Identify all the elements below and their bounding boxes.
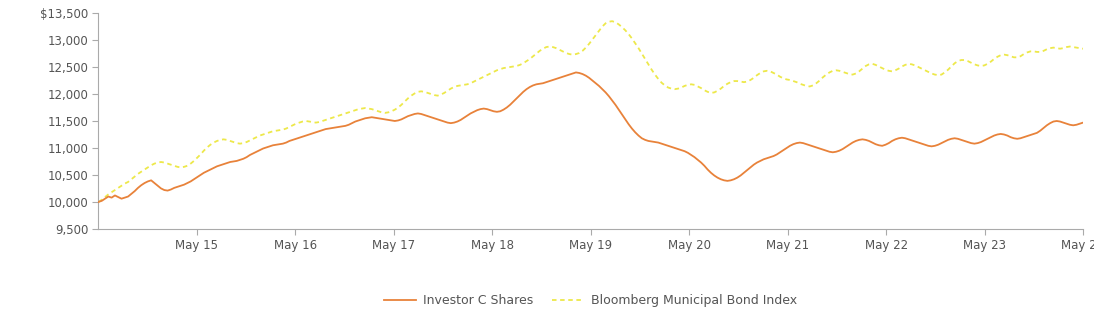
Bloomberg Municipal Bond Index — [678, 84, 691, 88]
Legend: Investor C Shares, Bloomberg Municipal Bond Index: Investor C Shares, Bloomberg Municipal B… — [380, 289, 802, 312]
Bloomberg Municipal Bond Index — [698, 88, 711, 92]
Investor C Shares — [698, 164, 711, 168]
Investor C Shares — [569, 71, 582, 75]
Bloomberg Municipal Bond Index — [92, 200, 105, 204]
Investor C Shares — [926, 145, 939, 148]
Line: Investor C Shares: Investor C Shares — [98, 73, 1083, 202]
Investor C Shares — [988, 134, 1001, 138]
Investor C Shares — [95, 199, 108, 203]
Investor C Shares — [92, 200, 105, 204]
Investor C Shares — [682, 151, 695, 155]
Line: Bloomberg Municipal Bond Index: Bloomberg Municipal Bond Index — [98, 21, 1083, 202]
Bloomberg Municipal Bond Index — [606, 19, 619, 23]
Bloomberg Municipal Bond Index — [682, 83, 695, 87]
Investor C Shares — [678, 149, 691, 153]
Bloomberg Municipal Bond Index — [95, 198, 108, 202]
Bloomberg Municipal Bond Index — [988, 57, 1001, 61]
Bloomberg Municipal Bond Index — [926, 72, 939, 76]
Bloomberg Municipal Bond Index — [1076, 47, 1090, 51]
Investor C Shares — [1076, 121, 1090, 125]
